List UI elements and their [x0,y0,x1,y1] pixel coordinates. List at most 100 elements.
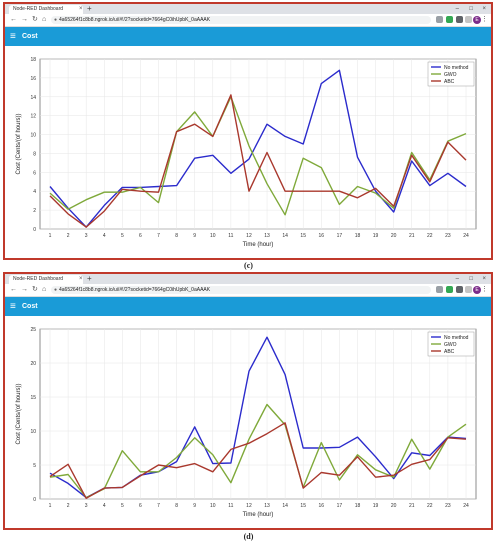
x-tick-label: 5 [121,503,124,509]
url-text: 4a65264f1c8b8.ngrok.io/ui/#!/2?socketid=… [59,17,211,23]
back-icon[interactable]: ← [10,16,17,23]
tab-close-icon[interactable]: × [79,6,83,12]
x-tick-label: 10 [210,503,216,509]
forward-icon[interactable]: → [21,286,28,293]
series-line-gwo [49,403,467,499]
series-line-abc [49,422,467,500]
grid-lines [40,328,476,500]
legend-label: ABC [444,79,455,85]
y-axis-label: Cost (Cents/(of hours)) [16,113,22,174]
browser-menu-icon[interactable]: ⋮ [481,286,488,293]
extension-icon[interactable] [436,286,443,293]
minimize-icon[interactable]: – [455,6,459,12]
grid-lines [40,58,476,230]
x-tick-label: 6 [139,503,142,509]
x-tick-label: 20 [391,233,397,239]
x-tick-label: 7 [157,233,160,239]
minimize-icon[interactable]: – [455,276,459,282]
home-icon[interactable]: ⌂ [42,16,47,23]
browser-menu-icon[interactable]: ⋮ [481,16,488,23]
x-tick-label: 14 [282,503,288,509]
url-text: 4a65264f1c8b8.ngrok.io/ui/#!/2?socketid=… [59,287,211,293]
y-axis-label: Cost (Cents/(of hours)) [16,383,22,444]
x-tick-label: 2 [67,503,70,509]
y-tick-label: 20 [30,361,36,367]
x-tick-label: 13 [264,233,270,239]
maximize-icon[interactable]: □ [469,6,473,12]
x-tick-label: 17 [337,503,343,509]
window-close-icon[interactable]: × [482,6,486,12]
x-tick-label: 19 [373,233,379,239]
figure-caption-c: (c) [244,261,253,270]
x-axis-label: Time (hour) [243,512,274,518]
address-bar: ← → ↻ ⌂ ● 4a65264f1c8b8.ngrok.io/ui/#!/2… [5,284,491,297]
x-tick-label: 12 [246,233,252,239]
screenshot-panel-c: Node-RED Dashboard × + – □ × ← → ↻ ⌂ ● 4… [3,2,493,260]
window-close-icon[interactable]: × [482,276,486,282]
y-tick-label: 4 [33,189,36,195]
x-tick-label: 6 [139,233,142,239]
lock-icon: ● [54,17,58,23]
extension-icon[interactable] [436,16,443,23]
x-tick-label: 3 [85,233,88,239]
new-tab-icon[interactable]: + [87,4,92,13]
reload-icon[interactable]: ↻ [32,16,38,23]
browser-tab[interactable]: Node-RED Dashboard × [9,5,83,14]
page-title: Cost [22,33,38,40]
back-icon[interactable]: ← [10,286,17,293]
y-tick-label: 15 [30,395,36,401]
url-field[interactable]: ● 4a65264f1c8b8.ngrok.io/ui/#!/2?socketi… [51,286,431,294]
url-field[interactable]: ● 4a65264f1c8b8.ngrok.io/ui/#!/2?socketi… [51,16,431,24]
reload-icon[interactable]: ↻ [32,286,38,293]
extension-icon[interactable] [446,16,453,23]
x-tick-label: 24 [463,233,469,239]
x-tick-label: 4 [103,233,106,239]
x-tick-label: 1 [49,233,52,239]
x-axis-label: Time (hour) [243,242,274,248]
y-tick-label: 25 [30,327,36,333]
x-tick-label: 16 [319,503,325,509]
y-tick-label: 10 [30,133,36,139]
x-tick-label: 1 [49,503,52,509]
x-tick-label: 11 [228,233,233,239]
legend-label: GWO [444,72,457,78]
dashboard-header: ≡ Cost [5,27,491,46]
avatar[interactable]: E [473,286,481,294]
legend-label: ABC [444,349,455,355]
forward-icon[interactable]: → [21,16,28,23]
x-tick-label: 5 [121,233,124,239]
x-tick-label: 8 [175,503,178,509]
figure-caption-d: (d) [243,532,254,541]
avatar[interactable]: E [473,16,481,24]
x-tick-label: 9 [193,503,196,509]
screenshot-panel-d: Node-RED Dashboard × + – □ × ← → ↻ ⌂ ● 4… [3,272,493,530]
y-tick-label: 8 [33,151,36,157]
extension-icon[interactable] [446,286,453,293]
x-tick-label: 2 [67,233,70,239]
browser-tab[interactable]: Node-RED Dashboard × [9,275,83,284]
x-tick-label: 22 [427,503,433,509]
y-tick-label: 2 [33,208,36,214]
extension-icon[interactable] [456,16,463,23]
x-tick-label: 20 [391,503,397,509]
legend-label: No method [444,65,469,71]
legend-label: GWO [444,342,457,348]
home-icon[interactable]: ⌂ [42,286,47,293]
extension-icon[interactable] [465,16,472,23]
address-bar: ← → ↻ ⌂ ● 4a65264f1c8b8.ngrok.io/ui/#!/2… [5,14,491,27]
tab-close-icon[interactable]: × [79,276,83,282]
lock-icon: ● [54,287,58,293]
maximize-icon[interactable]: □ [469,276,473,282]
hamburger-menu-icon[interactable]: ≡ [10,31,16,42]
hamburger-menu-icon[interactable]: ≡ [10,301,16,312]
x-tick-label: 18 [355,503,361,509]
extension-icon[interactable] [465,286,472,293]
y-tick-label: 5 [33,463,36,469]
y-tick-label: 0 [33,497,36,503]
x-tick-label: 15 [300,233,306,239]
dashboard-header: ≡ Cost [5,297,491,316]
new-tab-icon[interactable]: + [87,274,92,283]
x-tick-label: 11 [228,503,233,509]
extension-icon[interactable] [456,286,463,293]
